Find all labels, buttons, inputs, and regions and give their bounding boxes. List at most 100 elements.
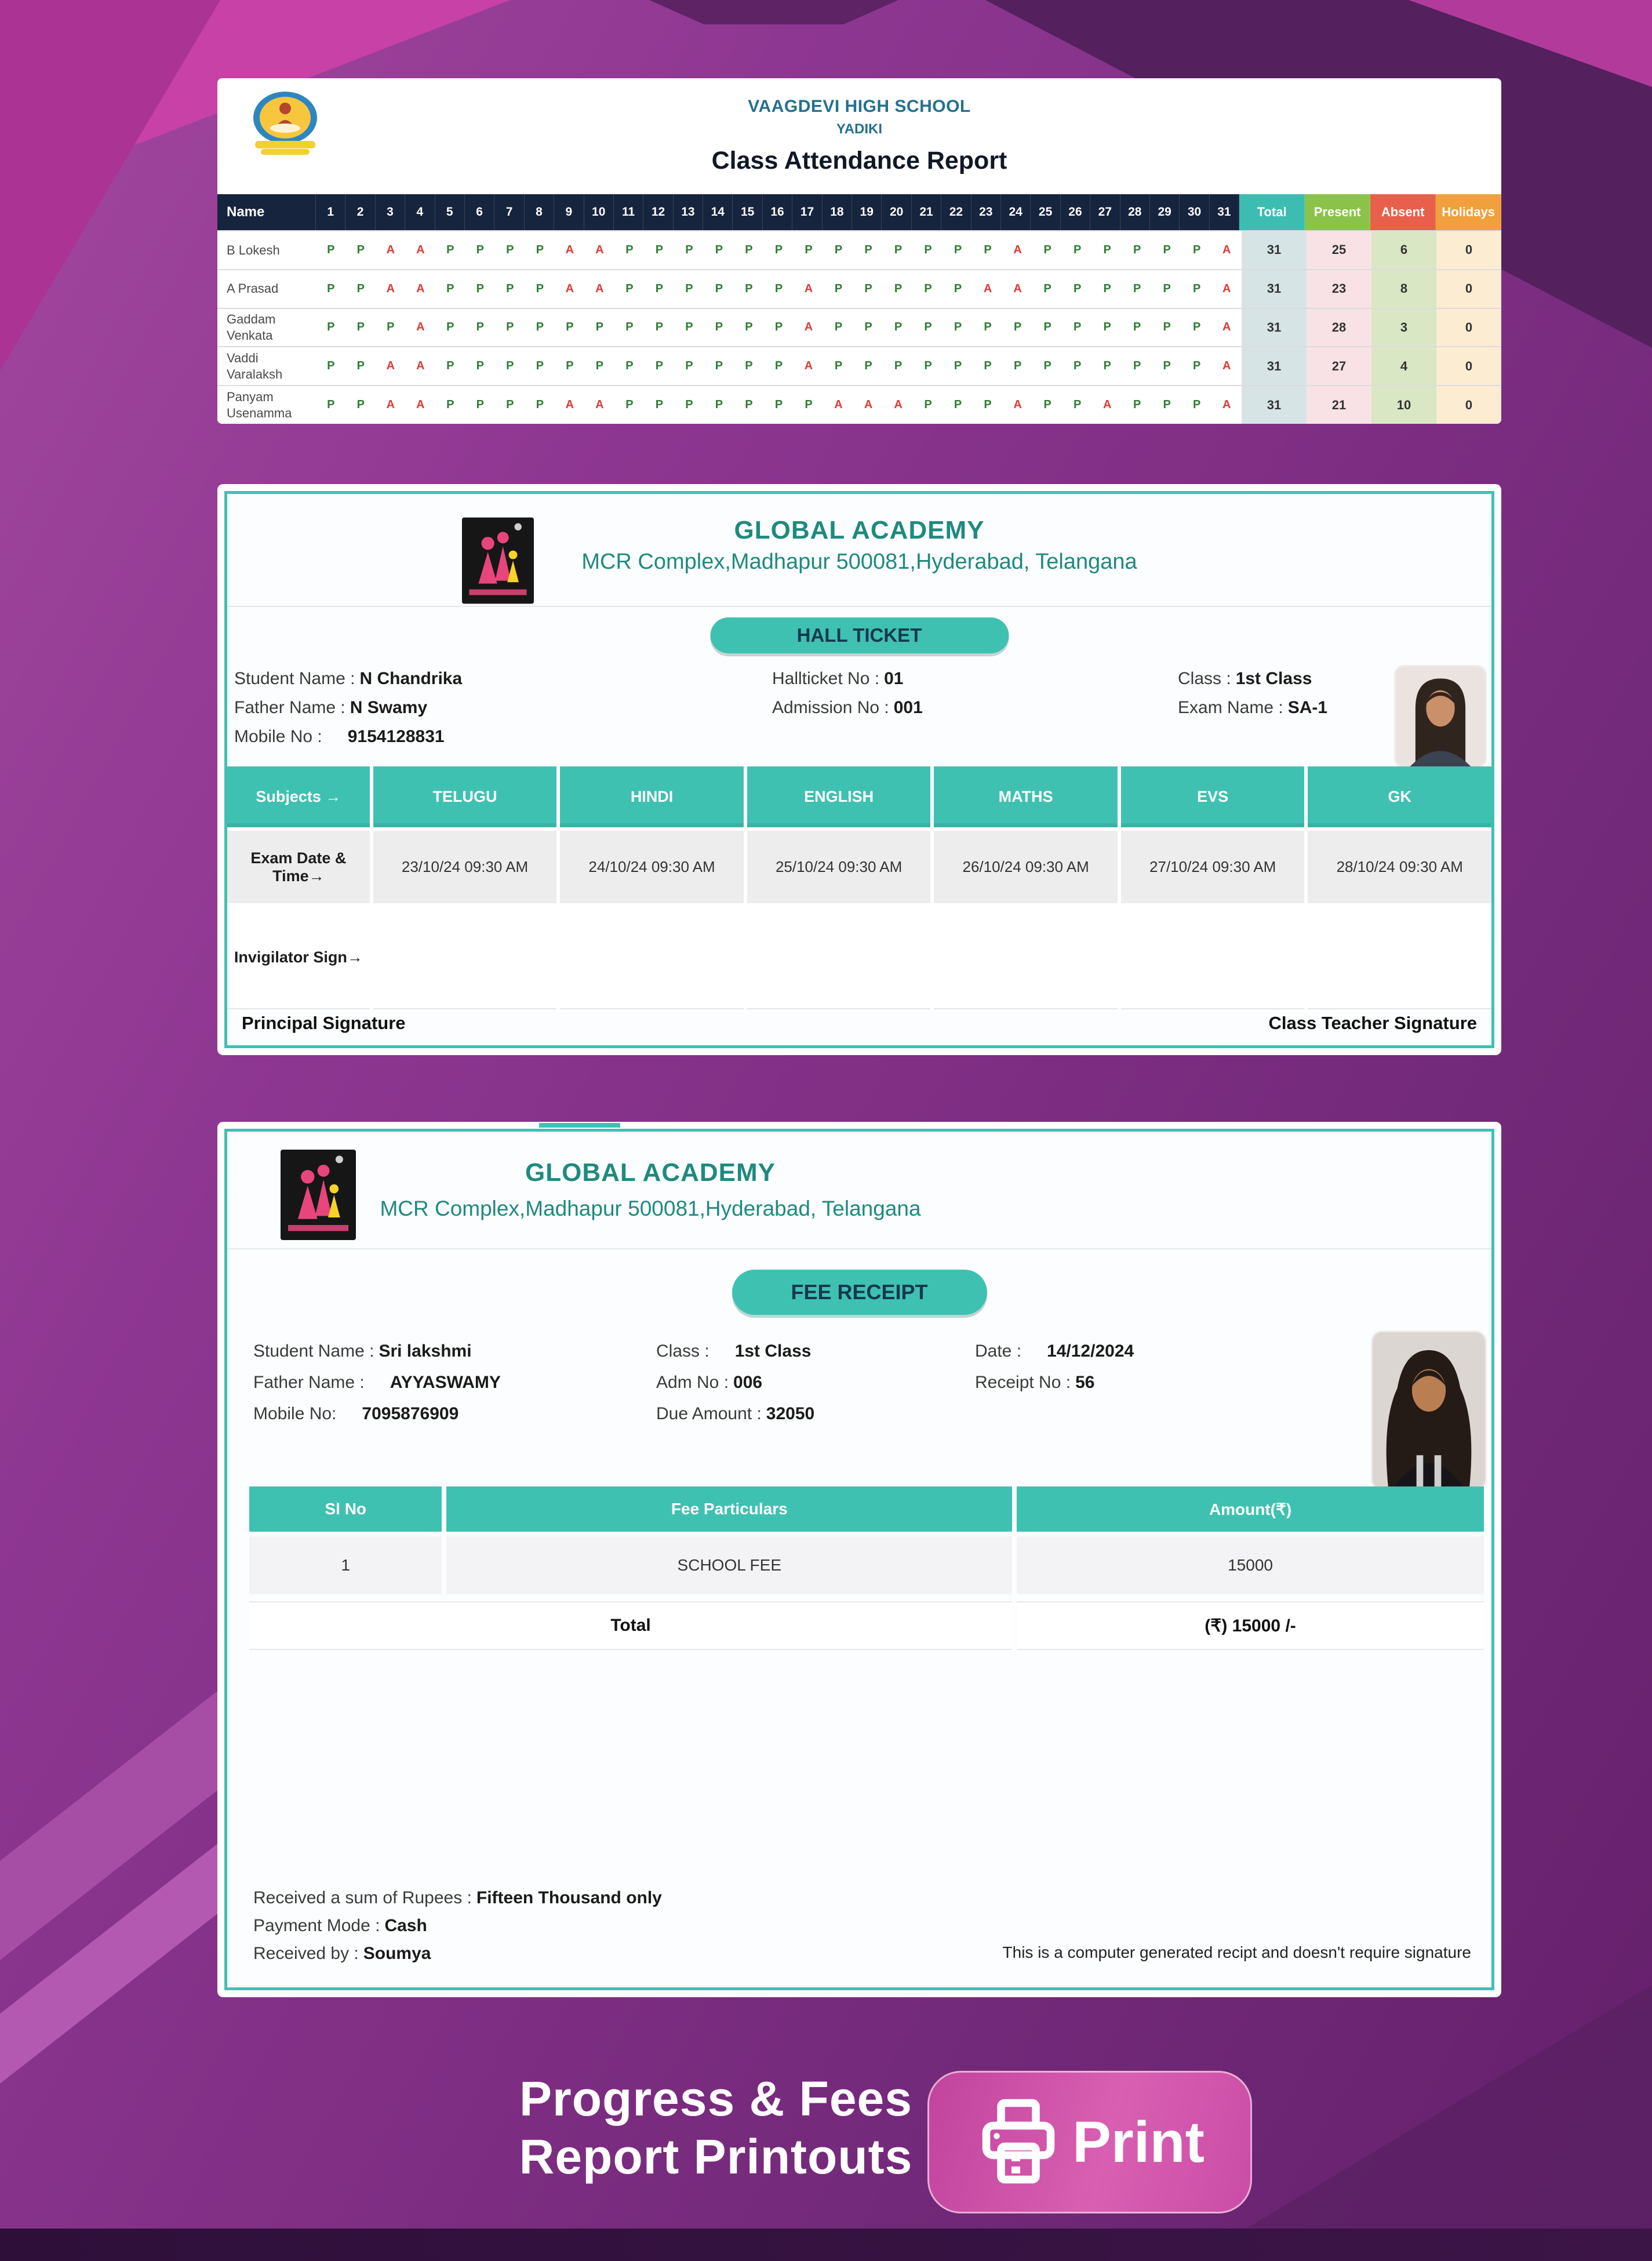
attendance-day-cell: P	[954, 321, 962, 334]
attendance-day-cell: A	[386, 243, 395, 256]
attendance-school-name: VAAGDEVI HIGH SCHOOL	[748, 97, 971, 116]
present-cell: 21	[1306, 386, 1371, 424]
school-crest-logo	[243, 88, 330, 162]
col-header-summary: Present	[1305, 194, 1371, 230]
attendance-day-cell: P	[446, 282, 454, 295]
attendance-day-cell: P	[1013, 321, 1022, 334]
col-header-day: 30	[1180, 194, 1210, 230]
student-name-value: N Chandrika	[359, 669, 463, 688]
attendance-day-cell: P	[954, 398, 962, 412]
exam-date-cell: 26/10/24 09:30 AM	[934, 831, 1118, 903]
attendance-day-cell: A	[386, 398, 395, 412]
col-header-day: 27	[1090, 194, 1120, 230]
attendance-row: Vaddi Varalaksh P P A A P P P P P P P P P P P P A P P P P P P P P…	[217, 346, 1501, 386]
absent-cell: 4	[1371, 347, 1436, 386]
invigilator-sign-cell	[1120, 907, 1305, 1009]
fee-footer: Received a sum of Rupees : Fifteen Thousa…	[253, 1888, 662, 1964]
attendance-day-cell: P	[1163, 398, 1171, 412]
attendance-day-cell: A	[595, 398, 604, 412]
print-button-label: Print	[1072, 2109, 1205, 2175]
attendance-day-cell: P	[984, 359, 992, 373]
mobile-value: 9154128831	[347, 727, 445, 746]
col-header-day: 12	[643, 194, 674, 230]
class-line: Class :1st Class	[1178, 669, 1327, 689]
attendance-day-cell: A	[804, 321, 813, 334]
received-sum-value: Fifteen Thousand only	[476, 1888, 662, 1907]
hall-ticket-address: MCR Complex,Madhapur 500081,Hyderabad, T…	[581, 550, 1137, 574]
attendance-day-cell: P	[774, 321, 783, 334]
attendance-day-cell: P	[954, 282, 962, 295]
attendance-row: A Prasad P P A A P P P P A A P P P P P P A P P P P P A A P P P P P P A 3…	[217, 268, 1501, 308]
fee-total-row: Total (₹) 15000 /-	[249, 1601, 1484, 1650]
col-header-day: 21	[912, 194, 942, 230]
col-header-summary: Holidays	[1436, 194, 1501, 230]
attendance-day-cell: P	[1163, 243, 1171, 256]
exam-row-label-cell: Exam Date & Time→	[227, 831, 370, 903]
adm-no-label: Adm No :	[656, 1373, 729, 1392]
adm-no-line: Adm No :006	[656, 1373, 814, 1393]
attendance-day-cell: P	[715, 398, 723, 412]
computer-generated-note: This is a computer generated recipt and …	[1002, 1943, 1471, 1961]
receipt-no-label: Receipt No :	[975, 1373, 1071, 1392]
attendance-day-cell: A	[983, 282, 992, 295]
col-header-day: 10	[584, 194, 614, 230]
attendance-day-cell: P	[1103, 243, 1111, 256]
attendance-day-cell: P	[954, 359, 962, 373]
attendance-day-cell: P	[984, 321, 992, 334]
admission-no-label: Admission No :	[772, 698, 889, 717]
col-header-day: 9	[554, 194, 584, 230]
attendance-row: B Lokesh P P A A P P P P A A P P P P P P P P P P P P P A P P P P P P A 3…	[217, 230, 1501, 269]
hall-ticket-card: GLOBAL ACADEMY MCR Complex,Madhapur 5000…	[217, 484, 1501, 1055]
bg-shape-top-center-notch	[649, 0, 898, 24]
col-header-day: 13	[674, 194, 704, 230]
holidays-cell: 0	[1436, 347, 1501, 386]
attendance-day-cell: P	[625, 282, 634, 295]
fee-receipt-header: GLOBAL ACADEMY MCR Complex,Madhapur 5000…	[372, 1132, 929, 1221]
attendance-day-cell: P	[864, 359, 872, 373]
subject-header-cell: EVS	[1120, 766, 1305, 827]
attendance-day-cell: P	[805, 398, 813, 412]
attendance-day-cell: P	[685, 398, 693, 412]
invigilator-sign-cell	[747, 907, 931, 1009]
attendance-day-cell: P	[1043, 359, 1051, 373]
subject-header-cell: GK	[1308, 766, 1491, 827]
fee-info-left: Student Name : Sri lakshmi Father Name : A…	[253, 1342, 501, 1424]
attendance-day-cell: P	[476, 398, 484, 412]
attendance-day-cell: P	[745, 282, 753, 295]
hallticket-no-line: Hallticket No :01	[772, 669, 923, 689]
attendance-day-cell: A	[1222, 321, 1231, 334]
attendance-day-cell: P	[1133, 321, 1141, 334]
attendance-day-cell: P	[566, 321, 574, 334]
col-header-day: 18	[823, 194, 853, 230]
attendance-day-cell: A	[565, 282, 574, 295]
bg-shape-top-left-dark	[0, 0, 220, 371]
attendance-day-cell: A	[386, 282, 395, 295]
hall-ticket-school-name: GLOBAL ACADEMY	[734, 516, 985, 544]
attendance-day-cell: A	[834, 398, 843, 412]
attendance-day-cell: P	[1133, 398, 1141, 412]
attendance-day-cell: P	[954, 243, 962, 256]
attendance-day-cell: P	[924, 398, 932, 412]
exam-date-cell: 25/10/24 09:30 AM	[747, 831, 931, 903]
attendance-day-cell: P	[446, 359, 454, 373]
col-header-day: 16	[763, 194, 793, 230]
exam-date-cell: 23/10/24 09:30 AM	[373, 831, 557, 903]
subject-header-cell: HINDI	[560, 766, 744, 827]
fee-receipt-card: GLOBAL ACADEMY MCR Complex,Madhapur 5000…	[217, 1122, 1501, 1997]
student-name-line: Student Name : Sri lakshmi	[253, 1342, 501, 1361]
attendance-day-cell: P	[1193, 398, 1201, 412]
col-header-day: 5	[435, 194, 465, 230]
student-name: B Lokesh	[227, 242, 280, 257]
received-sum-line: Received a sum of Rupees : Fifteen Thousa…	[253, 1888, 662, 1908]
attendance-day-cell: A	[1013, 243, 1022, 256]
student-name-value: Sri lakshmi	[379, 1342, 472, 1361]
attendance-day-cell: P	[1013, 359, 1022, 373]
received-by-label: Received by :	[253, 1944, 359, 1963]
attendance-day-cell: P	[1133, 243, 1141, 256]
attendance-day-cell: P	[894, 359, 903, 373]
payment-mode-line: Payment Mode : Cash	[253, 1916, 662, 1936]
fee-header-cell: Fee Particulars	[446, 1486, 1013, 1532]
print-button[interactable]: Print	[927, 2071, 1252, 2213]
invigilator-sign-cell	[1308, 907, 1491, 1009]
fee-cell: 1	[249, 1536, 442, 1594]
